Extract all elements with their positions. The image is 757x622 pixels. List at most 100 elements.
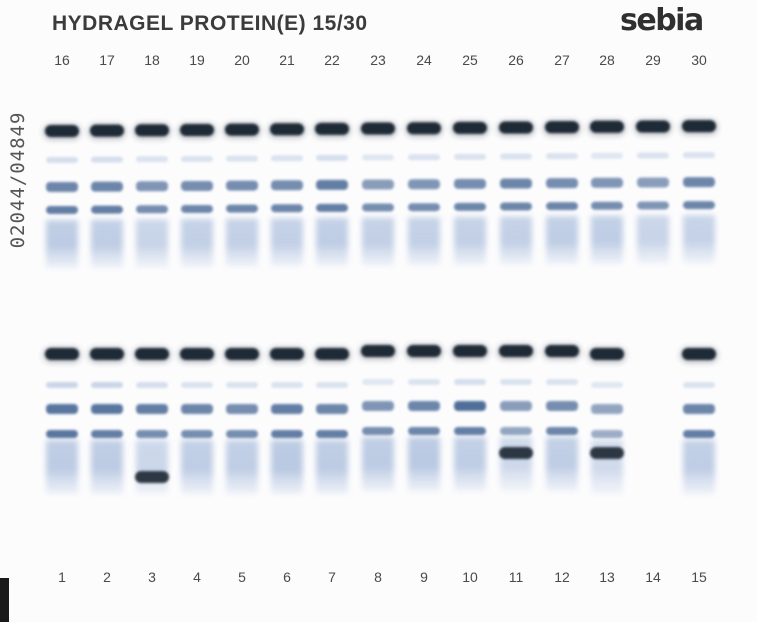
alpha1-band: [500, 153, 532, 160]
gel-title: HYDRAGEL PROTEIN(E) 15/30: [52, 12, 368, 35]
monoclonal-band: [135, 471, 169, 483]
alpha2-band: [454, 178, 486, 189]
alpha1-band: [408, 154, 440, 161]
gamma-zone: [226, 218, 258, 267]
beta-band: [362, 427, 394, 435]
top-row-bands: [43, 119, 718, 268]
albumin-band: [135, 124, 169, 137]
beta-band: [408, 203, 440, 212]
alpha2-band: [181, 404, 213, 414]
albumin-band: [180, 123, 214, 136]
alpha2-band: [226, 180, 258, 191]
albumin-band: [180, 348, 214, 360]
alpha2-band: [271, 404, 303, 414]
lane-number: 9: [420, 569, 428, 585]
albumin-band: [90, 348, 124, 360]
beta-band: [454, 202, 486, 211]
albumin-band: [225, 348, 259, 360]
lane-number: 21: [279, 52, 295, 68]
gamma-zone: [91, 440, 123, 494]
alpha2-band: [408, 179, 440, 190]
lane-number: 1: [58, 569, 66, 585]
albumin-band: [315, 122, 349, 135]
alpha1-band: [46, 157, 78, 163]
lane-number: 30: [691, 52, 707, 68]
gamma-zone: [454, 437, 486, 491]
lane-number: 2: [103, 569, 111, 585]
gamma-zone: [181, 440, 213, 494]
edge-mark: [0, 578, 9, 622]
beta-band: [136, 205, 168, 214]
alpha2-band: [546, 178, 578, 189]
albumin-band: [90, 124, 124, 137]
beta-band: [316, 203, 348, 212]
alpha2-band: [637, 177, 669, 188]
alpha2-band: [408, 401, 440, 411]
albumin-band: [270, 348, 304, 360]
albumin-band: [590, 348, 624, 360]
gamma-zone: [546, 437, 578, 491]
albumin-band: [682, 120, 716, 133]
alpha1-band: [316, 382, 348, 388]
albumin-band: [453, 345, 487, 357]
beta-band: [500, 202, 532, 211]
gamma-zone: [316, 440, 348, 494]
alpha2-band: [181, 180, 213, 191]
alpha2-band: [226, 404, 258, 414]
albumin-band: [315, 348, 349, 360]
albumin-band: [135, 348, 169, 360]
gamma-zone: [454, 216, 486, 265]
alpha1-band: [454, 379, 486, 385]
gamma-zone: [226, 440, 258, 494]
alpha2-band: [316, 404, 348, 414]
lane-number: 18: [144, 52, 160, 68]
lane-number: 13: [599, 569, 615, 585]
beta-band: [181, 204, 213, 213]
alpha1-band: [546, 153, 578, 160]
albumin-band: [361, 122, 395, 135]
gamma-zone: [46, 440, 78, 494]
monoclonal-band: [590, 447, 624, 459]
beta-band: [546, 427, 578, 435]
beta-band: [271, 430, 303, 438]
alpha1-band: [683, 152, 715, 159]
gamma-zone: [136, 219, 168, 268]
alpha1-band: [91, 156, 123, 163]
albumin-band: [270, 123, 304, 136]
albumin-band: [361, 345, 395, 357]
alpha1-band: [316, 154, 348, 161]
albumin-band: [545, 121, 579, 134]
lane-number: 25: [462, 52, 478, 68]
alpha2-band: [46, 182, 78, 192]
lane-number: 24: [416, 52, 432, 68]
alpha1-band: [408, 379, 440, 385]
bottom-row-bands: [43, 344, 718, 494]
alpha2-band: [136, 181, 168, 192]
beta-band: [591, 430, 623, 438]
beta-band: [91, 430, 123, 438]
beta-band: [46, 206, 78, 214]
gamma-zone: [500, 437, 532, 491]
beta-band: [362, 203, 394, 212]
gamma-zone: [46, 220, 78, 268]
albumin-band: [499, 345, 533, 357]
alpha1-band: [226, 155, 258, 162]
albumin-band: [45, 348, 79, 360]
lane-number: 15: [691, 569, 707, 585]
alpha2-band: [500, 401, 532, 411]
gamma-zone: [362, 437, 394, 491]
alpha1-band: [683, 382, 715, 388]
albumin-band: [590, 120, 624, 133]
alpha1-band: [136, 382, 168, 388]
gamma-zone: [637, 215, 669, 264]
gamma-zone: [316, 217, 348, 266]
gamma-zone: [408, 217, 440, 266]
alpha2-band: [591, 404, 623, 414]
lane-number: 19: [189, 52, 205, 68]
alpha2-band: [683, 177, 715, 188]
alpha2-band: [591, 177, 623, 188]
alpha2-band: [683, 404, 715, 414]
gamma-zone: [683, 440, 715, 494]
gamma-zone: [91, 219, 123, 268]
